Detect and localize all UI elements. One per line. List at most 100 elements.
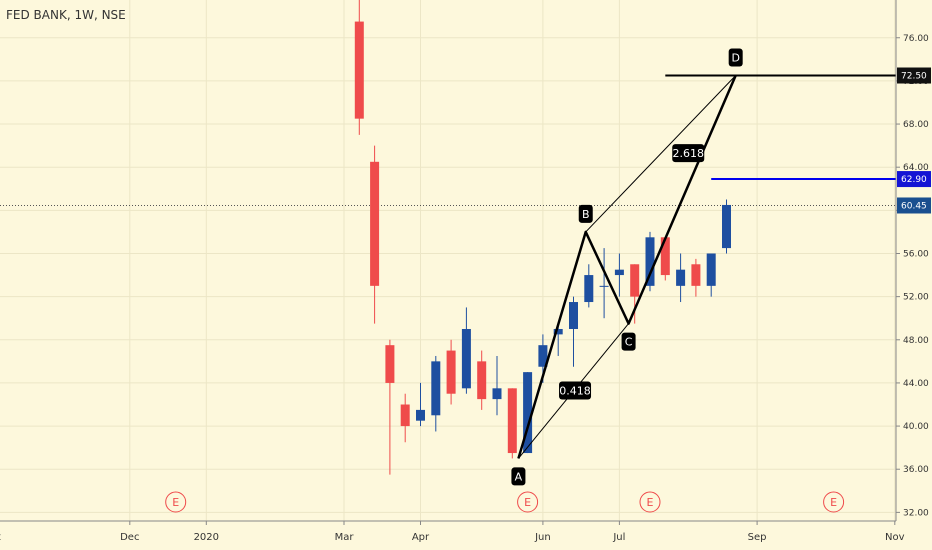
candle-body <box>507 388 517 454</box>
candles-layer <box>354 0 731 475</box>
candle-body <box>461 328 471 389</box>
pattern-point-label: C <box>625 336 633 349</box>
harmonic-pattern-layer: A B C D 0.418 2.618 <box>511 48 743 486</box>
price-tag-text: 60.45 <box>901 201 927 211</box>
event-letter: E <box>647 496 654 509</box>
candle-body <box>645 237 655 286</box>
candle-body <box>599 285 609 287</box>
pattern-point-d[interactable]: D <box>728 48 743 67</box>
time-tick-label: Jun <box>534 532 551 543</box>
time-axis[interactable]: OctDec2020MarAprJunJulSepNov2021 <box>0 520 932 550</box>
event-letter: E <box>524 496 531 509</box>
candle <box>446 339 456 405</box>
pattern-point-box <box>511 467 526 486</box>
price-tick-label: 44.00 <box>903 379 929 389</box>
price-axis-bg <box>896 0 932 550</box>
candle <box>431 355 441 432</box>
price-tick-label: 32.00 <box>903 508 929 518</box>
candle <box>354 0 364 135</box>
candle <box>569 296 578 367</box>
time-tick-label: Nov <box>885 532 905 543</box>
candle <box>660 237 670 281</box>
candle <box>599 248 609 319</box>
event-letter: E <box>172 496 179 509</box>
ratio-label[interactable]: 2.618 <box>672 144 705 163</box>
ratio-text: 2.618 <box>673 147 705 160</box>
candle-body <box>691 264 701 286</box>
pattern-point-box <box>578 204 593 223</box>
grid-layer <box>0 0 896 521</box>
candle <box>614 253 624 297</box>
price-tag-bg <box>897 67 931 84</box>
candle <box>461 307 471 394</box>
candle <box>645 231 655 292</box>
earnings-event-icon[interactable]: E <box>823 491 845 513</box>
price-tick-label: 76.00 <box>903 34 929 44</box>
candle-body <box>446 350 456 394</box>
ratio-box <box>672 144 705 163</box>
price-tag-bg <box>897 197 931 214</box>
event-markers-layer: EEEEE <box>165 491 845 513</box>
time-tick-label: Jul <box>612 532 625 543</box>
current-price-tag: 60.45 <box>897 197 931 214</box>
candle-body <box>614 269 624 276</box>
candle-body <box>400 404 410 427</box>
target-62-90-tag: 62.90 <box>897 171 931 188</box>
level-lines-layer <box>0 74 896 206</box>
price-tag-text: 62.90 <box>901 175 927 185</box>
candle <box>706 253 716 297</box>
candle-body <box>630 264 640 297</box>
target-72-50-tag: 72.50 <box>897 67 931 84</box>
event-circle <box>165 491 187 513</box>
candle <box>691 258 701 297</box>
pattern-point-c[interactable]: C <box>621 332 636 351</box>
price-tick-label: 64.00 <box>903 163 929 173</box>
candle-body <box>538 345 548 367</box>
price-tick-label: 56.00 <box>903 249 929 259</box>
price-tick-label: 40.00 <box>903 422 929 432</box>
pattern-point-b[interactable]: B <box>578 204 593 223</box>
candle-body <box>706 253 716 286</box>
price-axis[interactable]: 32.0036.0040.0044.0048.0052.0056.0060.00… <box>895 0 932 550</box>
price-tick-label: 48.00 <box>903 336 929 346</box>
pattern-point-box <box>728 48 743 67</box>
earnings-event-icon[interactable]: E <box>165 491 187 513</box>
candle-body <box>553 328 563 335</box>
pattern-point-a[interactable]: A <box>511 467 526 486</box>
event-circle <box>823 491 845 513</box>
earnings-event-icon[interactable]: E <box>517 491 539 513</box>
time-tick-label: Sep <box>748 532 767 543</box>
time-tick-label: Dec <box>120 532 139 543</box>
time-tick-label: Apr <box>412 532 430 543</box>
candle-body <box>492 388 502 400</box>
time-tick-label: Mar <box>335 532 355 543</box>
event-circle <box>517 491 539 513</box>
candle-body <box>416 409 425 421</box>
pattern-point-label: B <box>582 208 590 221</box>
price-tick-label: 36.00 <box>903 465 929 475</box>
candle-body <box>584 275 594 303</box>
candle <box>400 393 410 443</box>
candle <box>523 372 533 454</box>
ratio-box <box>559 381 592 400</box>
pattern-bd-line <box>585 75 737 233</box>
candle-body <box>370 161 380 286</box>
candle <box>416 382 425 427</box>
price-tick-label: 68.00 <box>903 120 929 130</box>
event-circle <box>639 491 661 513</box>
chart-title: FED BANK, 1W, NSE <box>6 8 126 22</box>
candle <box>722 199 731 254</box>
ratio-label[interactable]: 0.418 <box>559 381 592 400</box>
pattern-point-box <box>621 332 636 351</box>
time-axis-bg <box>0 521 932 550</box>
earnings-event-icon[interactable]: E <box>639 491 661 513</box>
candle <box>492 355 502 416</box>
candle <box>553 323 563 356</box>
price-tick-label: 52.00 <box>903 293 929 303</box>
candle-body <box>722 204 731 249</box>
candle-body <box>569 302 578 329</box>
candle-body <box>354 21 364 119</box>
time-tick-label: 2020 <box>194 532 219 543</box>
event-letter: E <box>830 496 837 509</box>
